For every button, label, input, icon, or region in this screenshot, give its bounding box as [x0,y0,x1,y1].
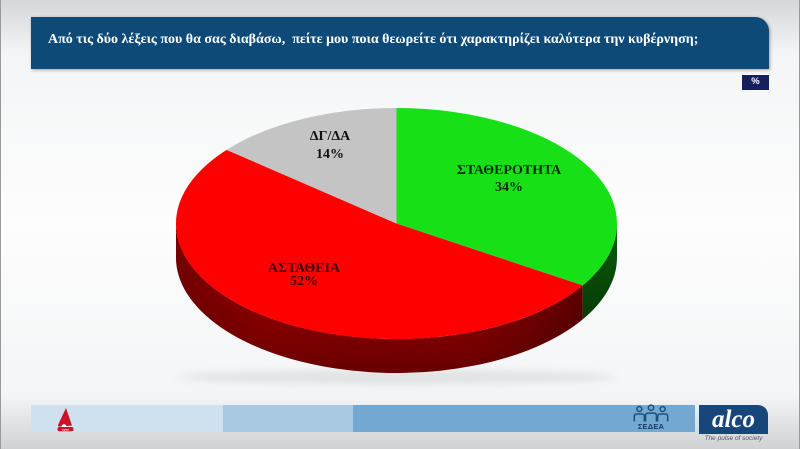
svg-text:open: open [62,427,69,431]
svg-text:52%: 52% [290,274,318,289]
svg-text:14%: 14% [316,147,344,162]
svg-text:ΔΓ/ΔΑ: ΔΓ/ΔΑ [310,129,351,144]
svg-text:ΣΤΑΘΕΡΟΤΗΤΑ: ΣΤΑΘΕΡΟΤΗΤΑ [457,163,562,178]
svg-text:34%: 34% [495,180,523,195]
